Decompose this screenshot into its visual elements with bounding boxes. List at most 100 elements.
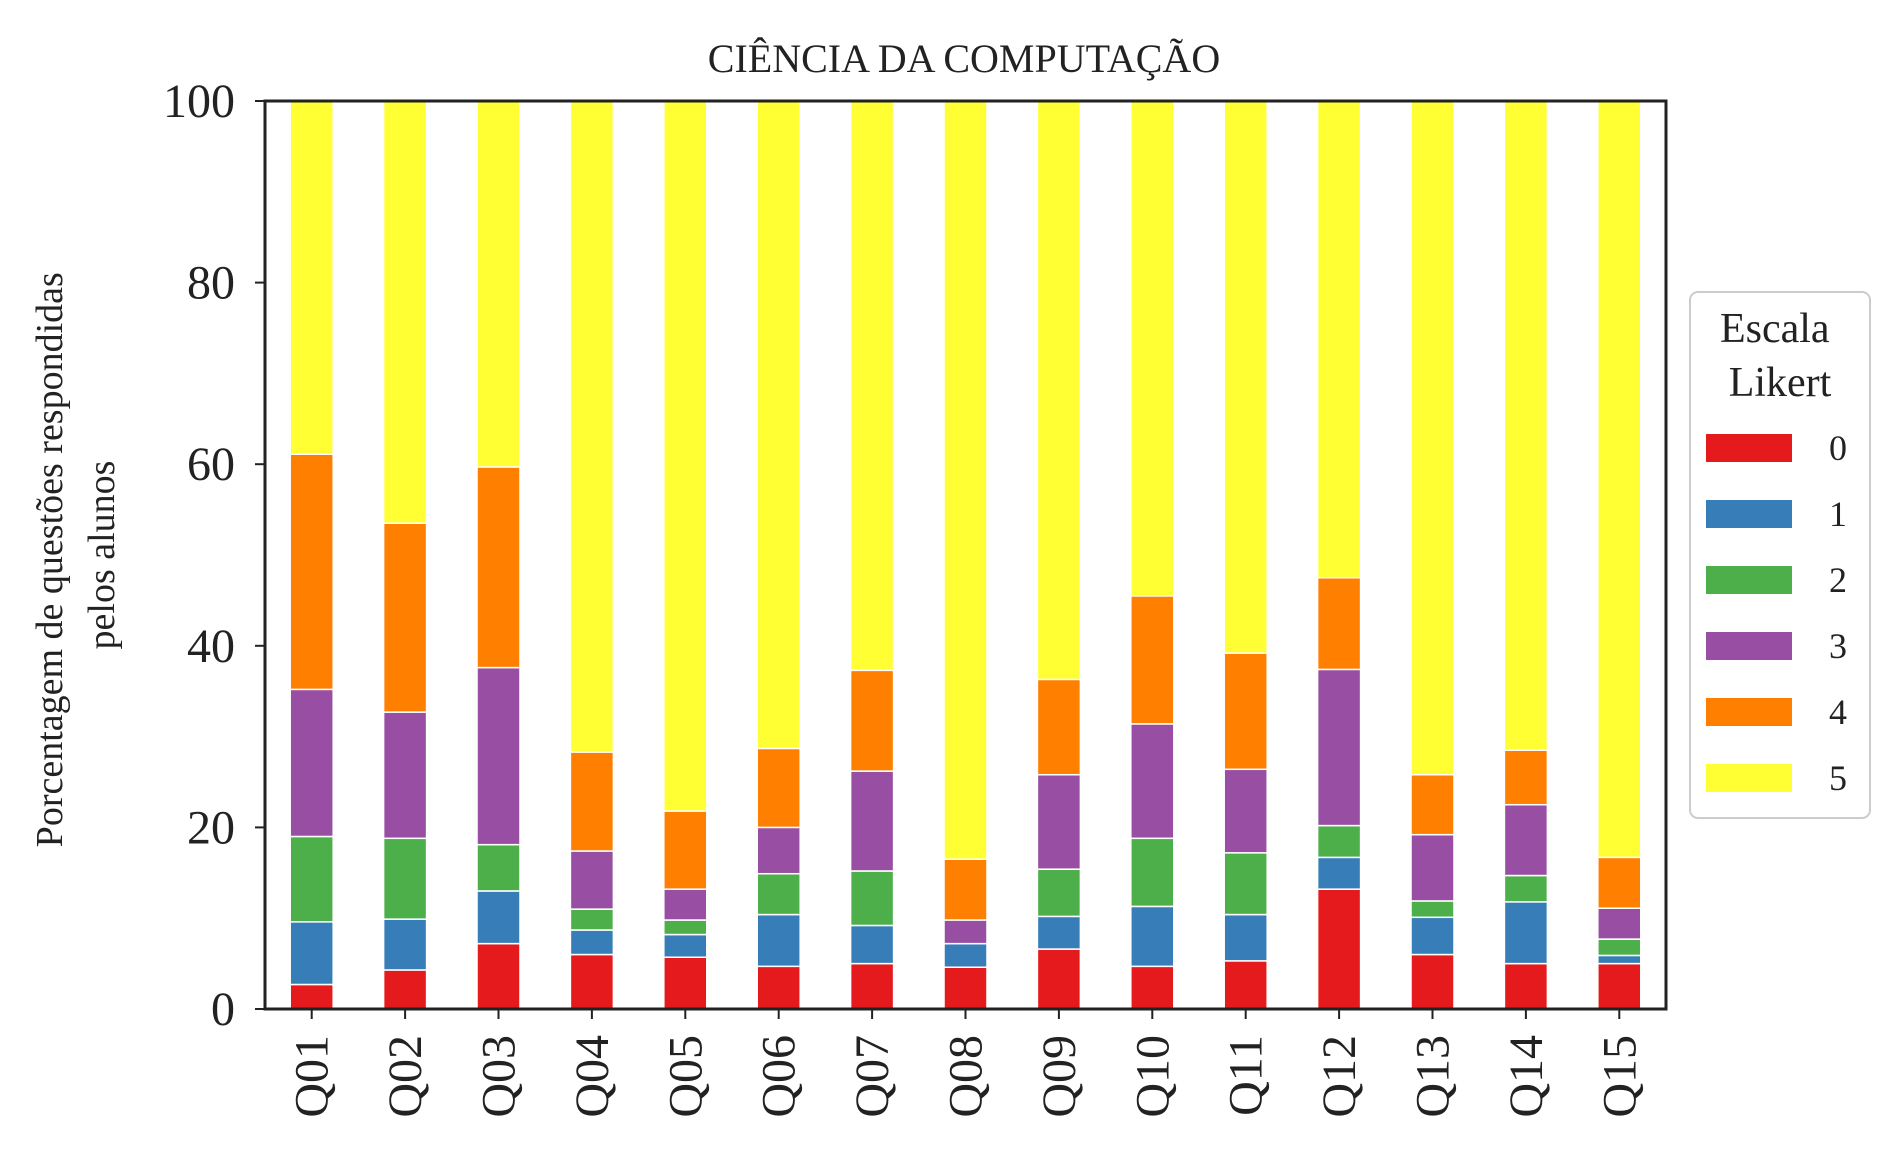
bar-segment-Q03-likert-3 <box>476 666 521 846</box>
bar-segment-Q02-likert-3 <box>382 711 428 840</box>
bar-segment-Q10-likert-4 <box>1130 595 1175 725</box>
bar-segment-Q14-likert-0 <box>1503 962 1549 1010</box>
bar-segment-Q10-likert-1 <box>1130 905 1175 968</box>
bar-segment-Q09-likert-1 <box>1036 915 1082 950</box>
bar-segment-Q08-likert-5 <box>943 100 988 860</box>
legend-items: 0 1 2 3 4 5 <box>1706 428 1847 798</box>
legend-title: Escala Likert <box>1720 306 1840 406</box>
bar-segment-Q07-likert-2 <box>849 870 895 927</box>
bar-segment-Q06-likert-0 <box>756 965 801 1010</box>
bar-segment-Q09-likert-3 <box>1036 773 1082 870</box>
bar-segment-Q09-likert-4 <box>1036 678 1082 776</box>
bar-segment-Q14-likert-1 <box>1503 901 1549 965</box>
bar-stacks <box>289 100 1642 1010</box>
bar-segment-Q12-likert-4 <box>1316 576 1362 671</box>
x-tick-label: Q02 <box>379 1035 432 1118</box>
y-tick-label: 100 <box>163 75 235 128</box>
x-tick-label: Q07 <box>846 1035 899 1118</box>
legend-swatch-4 <box>1706 698 1792 726</box>
bar-segment-Q09-likert-2 <box>1036 868 1082 918</box>
bar-segment-Q01-likert-1 <box>289 921 334 986</box>
bar-segment-Q04-likert-3 <box>569 850 615 910</box>
bar-segment-Q04-likert-5 <box>569 100 615 753</box>
bar-segment-Q08-likert-4 <box>943 858 988 921</box>
bar-segment-Q03-likert-4 <box>476 466 521 669</box>
legend-swatch-3 <box>1706 632 1792 660</box>
bar-segment-Q10-likert-2 <box>1130 837 1175 908</box>
x-tick-label: Q15 <box>1593 1035 1646 1118</box>
bar-segment-Q11-likert-0 <box>1223 960 1268 1010</box>
bar-segment-Q15-likert-3 <box>1597 907 1642 940</box>
x-tick-label: Q04 <box>566 1035 619 1118</box>
bar-segment-Q15-likert-0 <box>1597 962 1642 1010</box>
bar-segment-Q14-likert-4 <box>1503 749 1549 806</box>
bar-segment-Q08-likert-1 <box>943 942 988 968</box>
x-tick-label: Q10 <box>1126 1035 1179 1118</box>
legend-swatch-2 <box>1706 566 1792 594</box>
bar-segment-Q02-likert-4 <box>382 522 428 713</box>
bar-segment-Q13-likert-5 <box>1410 100 1455 776</box>
bar-segment-Q06-likert-2 <box>756 872 801 916</box>
bar-segment-Q03-likert-2 <box>476 843 521 892</box>
bar-segment-Q03-likert-1 <box>476 890 521 945</box>
x-tick-label: Q05 <box>659 1035 712 1118</box>
y-tick-label: 40 <box>187 620 235 673</box>
y-axis-ticks: 0 20 40 60 80 100 <box>163 75 265 1036</box>
bar-segment-Q13-likert-1 <box>1410 916 1455 956</box>
bar-segment-Q15-likert-1 <box>1597 954 1642 965</box>
x-tick-label: Q08 <box>940 1035 993 1118</box>
bar-segment-Q11-likert-2 <box>1223 852 1268 916</box>
bar-segment-Q04-likert-4 <box>569 751 615 852</box>
legend-title-line-2: Likert <box>1729 360 1832 406</box>
legend-title-line-1: Escala <box>1720 306 1830 352</box>
y-axis-label-line-1: Porcentagem de questões respondidas <box>29 272 71 847</box>
bar-segment-Q09-likert-0 <box>1036 948 1082 1010</box>
bar-segment-Q02-likert-5 <box>382 100 428 524</box>
bar-segment-Q12-likert-0 <box>1316 888 1362 1010</box>
x-axis-ticks: Q01 Q02 Q03 Q04 Q05 Q06 Q07 Q08 Q09 Q10 Q11 Q12 Q13 Q… <box>286 1009 1646 1118</box>
bar-segment-Q03-likert-0 <box>476 942 521 1010</box>
legend-label-4: 4 <box>1829 692 1847 732</box>
bar-segment-Q04-likert-1 <box>569 929 615 956</box>
y-tick-label: 0 <box>211 983 235 1036</box>
bar-segment-Q06-likert-5 <box>756 100 801 750</box>
bar-segment-Q12-likert-2 <box>1316 824 1362 859</box>
bar-segment-Q11-likert-4 <box>1223 652 1268 771</box>
legend-label-1: 1 <box>1829 494 1847 534</box>
legend-label-5: 5 <box>1829 758 1847 798</box>
y-tick-label: 20 <box>187 801 235 854</box>
x-tick-label: Q03 <box>473 1035 526 1118</box>
legend-swatch-0 <box>1706 434 1792 462</box>
x-tick-label: Q11 <box>1220 1035 1273 1116</box>
x-tick-label: Q06 <box>753 1035 806 1118</box>
bar-segment-Q01-likert-3 <box>289 688 334 838</box>
bar-segment-Q15-likert-4 <box>1597 856 1642 909</box>
bar-segment-Q15-likert-2 <box>1597 938 1642 957</box>
bar-segment-Q05-likert-5 <box>663 100 708 812</box>
bar-segment-Q12-likert-5 <box>1316 100 1362 579</box>
legend-frame <box>1689 291 1871 819</box>
x-tick-label: Q13 <box>1407 1035 1460 1118</box>
bar-segment-Q02-likert-1 <box>382 918 428 971</box>
bar-segment-Q01-likert-0 <box>289 983 334 1010</box>
bar-segment-Q07-likert-3 <box>849 770 895 872</box>
bar-segment-Q07-likert-5 <box>849 100 895 672</box>
plot-frame <box>263 99 1668 1011</box>
legend: Escala Likert 0 1 2 3 4 5 <box>1689 291 1871 819</box>
bar-segment-Q07-likert-4 <box>849 669 895 772</box>
bar-segment-Q06-likert-1 <box>756 913 801 968</box>
bar-segment-Q05-likert-1 <box>663 933 708 958</box>
bar-segment-Q06-likert-3 <box>756 826 801 875</box>
legend-label-2: 2 <box>1829 560 1847 600</box>
bar-segment-Q01-likert-2 <box>289 835 334 923</box>
bar-segment-Q13-likert-2 <box>1410 900 1455 919</box>
bar-segment-Q05-likert-2 <box>663 919 708 936</box>
x-tick-label: Q14 <box>1500 1035 1553 1118</box>
bar-segment-Q12-likert-3 <box>1316 668 1362 827</box>
x-tick-label: Q12 <box>1313 1035 1366 1118</box>
bar-segment-Q01-likert-5 <box>289 100 334 455</box>
bar-segment-Q14-likert-5 <box>1503 100 1549 751</box>
bar-segment-Q09-likert-5 <box>1036 100 1082 681</box>
bar-segment-Q01-likert-4 <box>289 453 334 691</box>
bar-segment-Q11-likert-3 <box>1223 768 1268 854</box>
